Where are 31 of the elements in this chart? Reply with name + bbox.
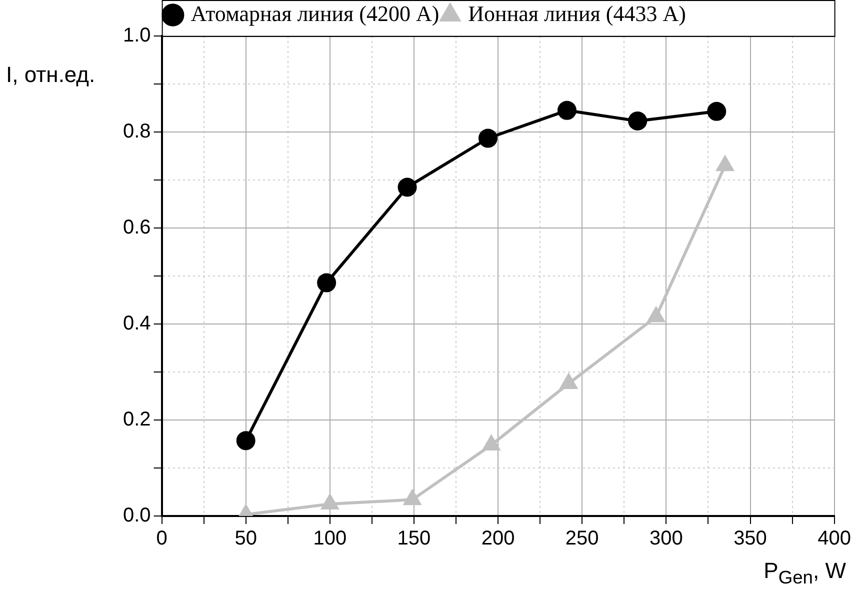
x-tick-label: 200 [481, 528, 515, 550]
x-tick-label: 150 [397, 528, 431, 550]
x-tick-label: 100 [313, 528, 347, 550]
x-tick-label: 400 [818, 528, 852, 550]
point [628, 111, 648, 130]
point [404, 490, 421, 506]
point [398, 178, 417, 197]
x-tick-label: 50 [234, 528, 257, 550]
point [317, 273, 336, 292]
point [716, 156, 734, 172]
y-tick-label: 0.0 [122, 504, 151, 527]
y-tick-label: 1.0 [122, 24, 151, 47]
x-tick-label: 0 [156, 528, 168, 550]
y-tick-label: 0.2 [122, 408, 151, 431]
x-tick-label: 350 [734, 528, 767, 550]
x-axis-title: P$_{Gen}$, W [764, 558, 846, 588]
point [478, 128, 498, 148]
y-tick-label: 0.4 [122, 312, 151, 335]
y-axis-title: I, отн.ед. [6, 62, 96, 88]
point [560, 374, 578, 390]
x-tick-label: 300 [650, 528, 683, 550]
point [322, 494, 338, 510]
x-tick-label: 250 [565, 528, 599, 550]
legend-label: Ионная линия (4433 А) [468, 0, 686, 26]
point [482, 435, 500, 450]
y-tick-label: 0.8 [122, 120, 151, 143]
point [557, 100, 576, 120]
point [707, 102, 726, 121]
point [648, 307, 665, 322]
y-tick-label: 0.6 [122, 216, 151, 239]
legend-label: Атомарная линия (4200 А) [190, 0, 440, 26]
